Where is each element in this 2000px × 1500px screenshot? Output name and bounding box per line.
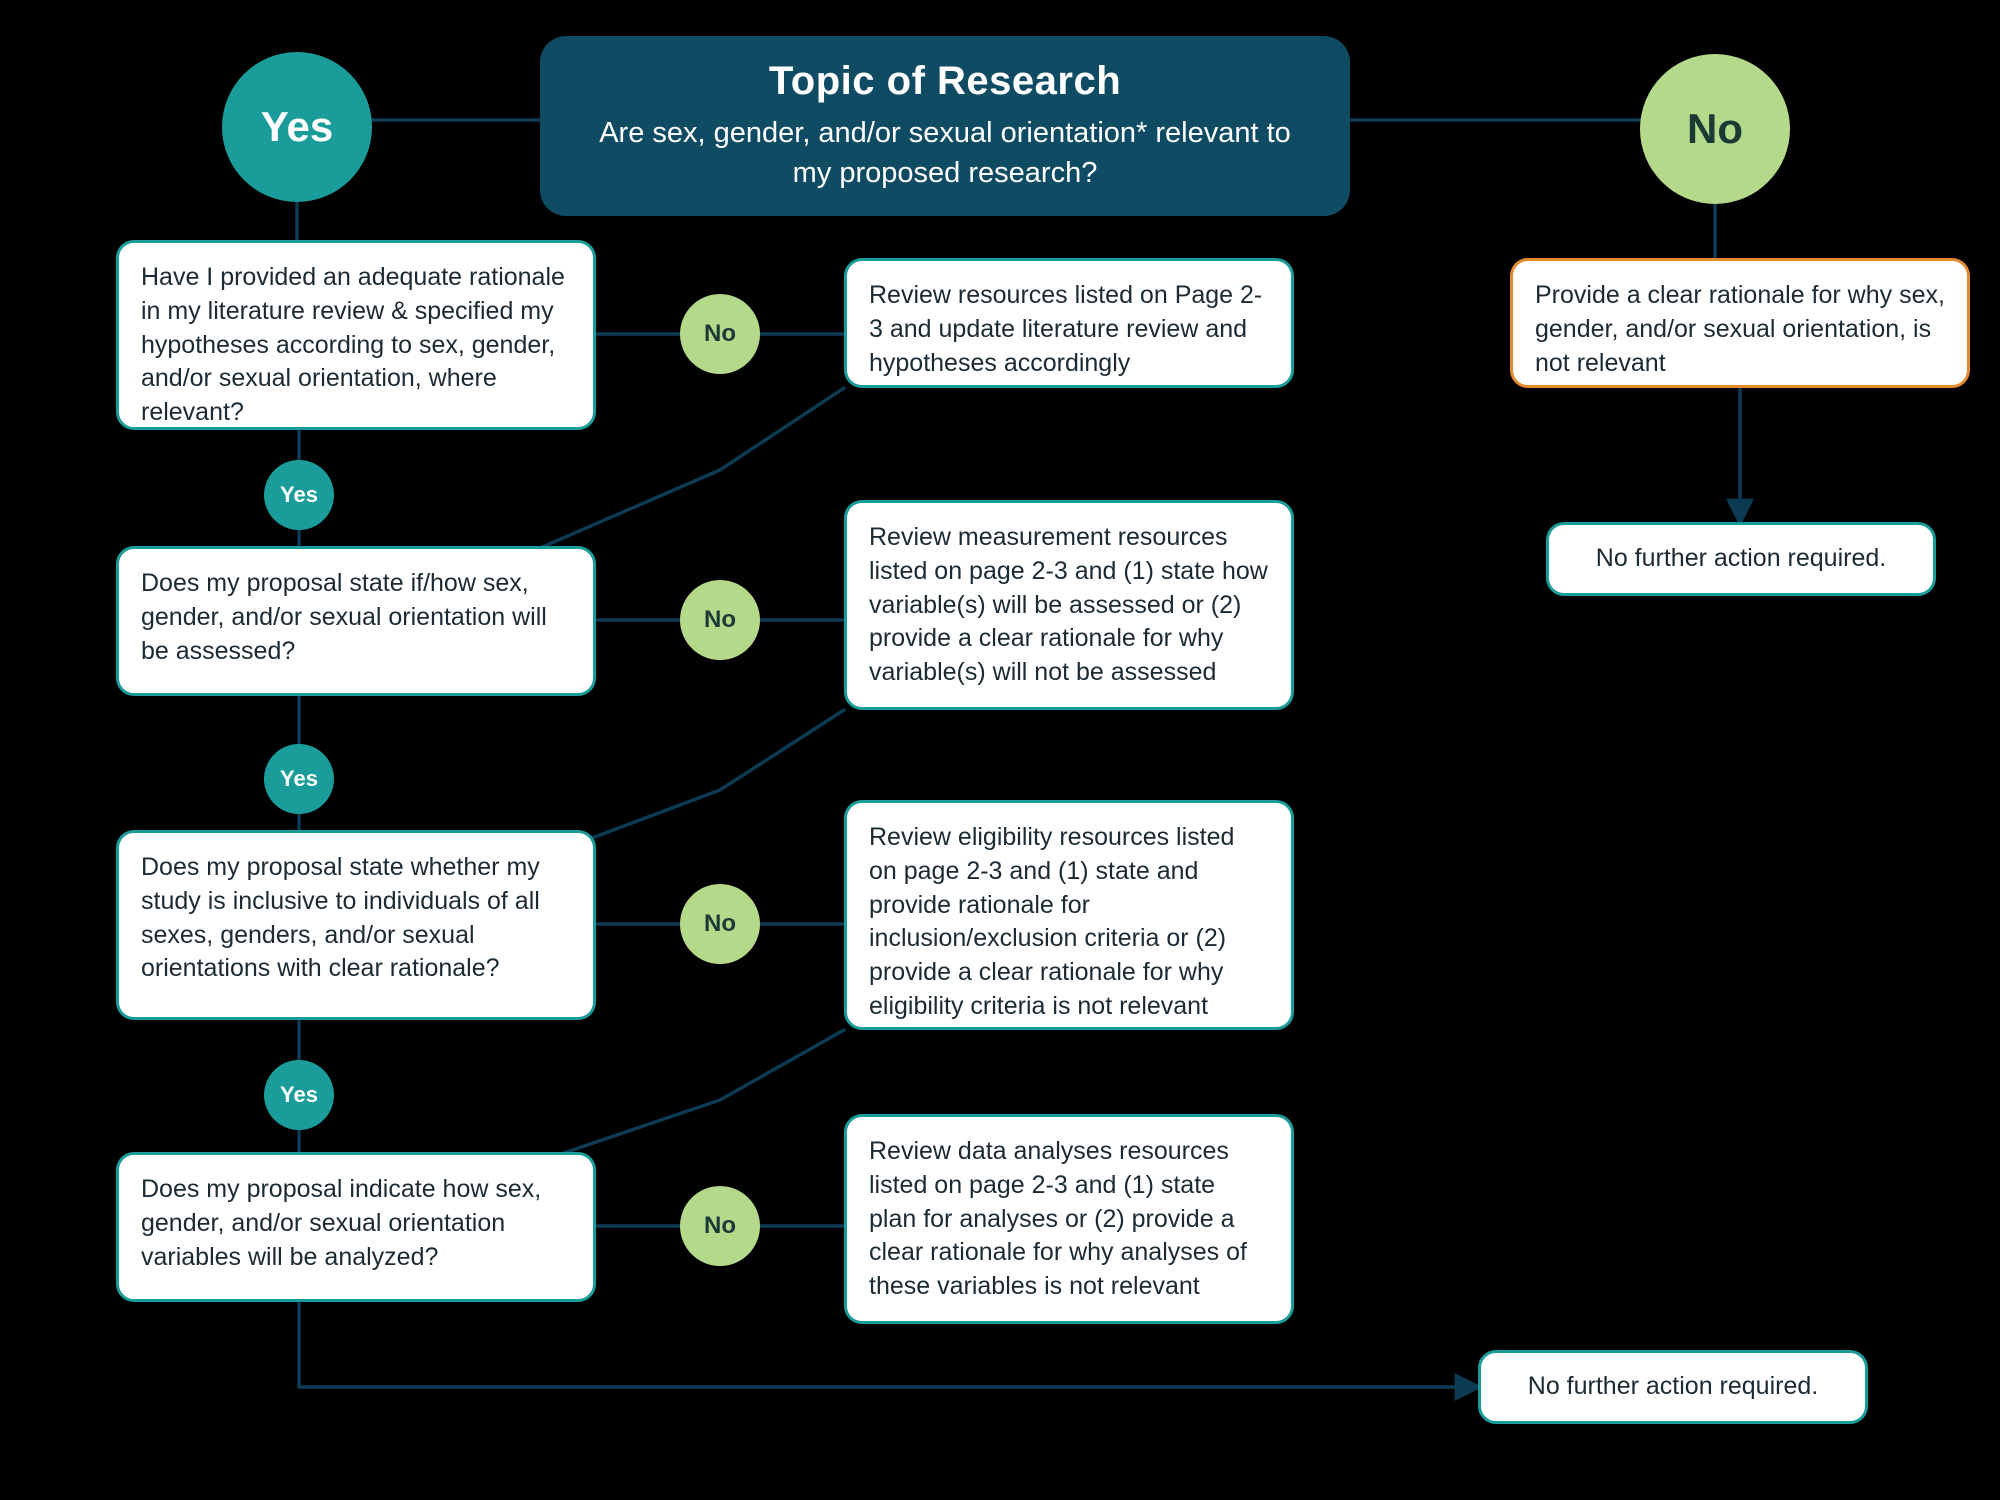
node-text-q3: Does my proposal state whether my study … xyxy=(141,853,540,982)
node-label-noBig: No xyxy=(1687,105,1743,153)
node-text-r1: Provide a clear rationale for why sex, g… xyxy=(1535,281,1945,377)
node-a2: Review measurement resources listed on p… xyxy=(844,500,1294,710)
node-no1: No xyxy=(680,294,760,374)
node-a3: Review eligibility resources listed on p… xyxy=(844,800,1294,1030)
node-r3: No further action required. xyxy=(1478,1350,1868,1424)
node-no2: No xyxy=(680,580,760,660)
node-no4: No xyxy=(680,1186,760,1266)
node-yes2: Yes xyxy=(264,744,334,814)
node-label-no2: No xyxy=(704,606,736,634)
node-text-q4: Does my proposal indicate how sex, gende… xyxy=(141,1175,541,1271)
node-noBig: No xyxy=(1640,54,1790,204)
topic-title: Topic of Research xyxy=(580,59,1310,104)
node-text-a3: Review eligibility resources listed on p… xyxy=(869,823,1234,1020)
node-label-no4: No xyxy=(704,1212,736,1240)
node-yes3: Yes xyxy=(264,1060,334,1130)
node-label-no3: No xyxy=(704,910,736,938)
node-q3: Does my proposal state whether my study … xyxy=(116,830,596,1020)
node-no3: No xyxy=(680,884,760,964)
node-text-a2: Review measurement resources listed on p… xyxy=(869,523,1268,686)
node-text-a1: Review resources listed on Page 2-3 and … xyxy=(869,281,1262,377)
node-a1: Review resources listed on Page 2-3 and … xyxy=(844,258,1294,388)
node-label-yes3: Yes xyxy=(280,1082,318,1108)
node-q4: Does my proposal indicate how sex, gende… xyxy=(116,1152,596,1302)
node-q2: Does my proposal state if/how sex, gende… xyxy=(116,546,596,696)
node-label-no1: No xyxy=(704,320,736,348)
topic-subtitle: Are sex, gender, and/or sexual orientati… xyxy=(580,114,1310,192)
node-text-r3: No further action required. xyxy=(1528,1370,1818,1404)
node-r2: No further action required. xyxy=(1546,522,1936,596)
node-text-q2: Does my proposal state if/how sex, gende… xyxy=(141,569,547,665)
node-label-yes2: Yes xyxy=(280,766,318,792)
node-text-q1: Have I provided an adequate rationale in… xyxy=(141,263,565,426)
node-text-a4: Review data analyses resources listed on… xyxy=(869,1137,1247,1300)
node-q1: Have I provided an adequate rationale in… xyxy=(116,240,596,430)
topic-header: Topic of Research Are sex, gender, and/o… xyxy=(540,36,1350,216)
node-r1: Provide a clear rationale for why sex, g… xyxy=(1510,258,1970,388)
flowchart-stage: Topic of Research Are sex, gender, and/o… xyxy=(0,0,2000,1500)
node-yesBig: Yes xyxy=(222,52,372,202)
node-label-yes1: Yes xyxy=(280,482,318,508)
node-a4: Review data analyses resources listed on… xyxy=(844,1114,1294,1324)
node-label-yesBig: Yes xyxy=(261,103,333,151)
node-yes1: Yes xyxy=(264,460,334,530)
node-text-r2: No further action required. xyxy=(1596,542,1886,576)
